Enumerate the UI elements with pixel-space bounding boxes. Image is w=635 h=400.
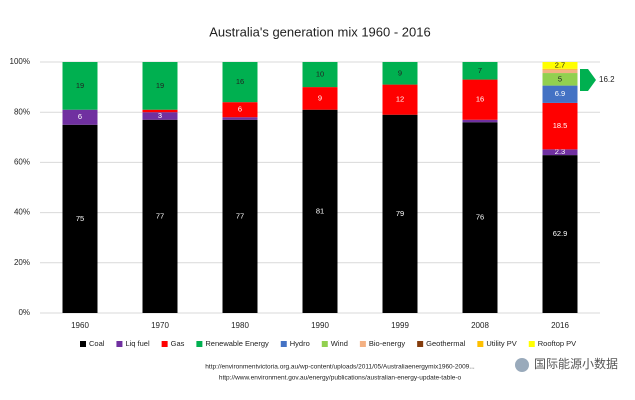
data-label: 6.9 — [555, 89, 565, 98]
legend-label: Bio-energy — [369, 339, 406, 348]
bar-segment — [142, 109, 178, 113]
annotation-arrow — [580, 69, 596, 91]
bar-segment — [302, 109, 338, 313]
bar-segment — [542, 62, 578, 69]
legend-swatch — [321, 341, 328, 347]
data-label: 76 — [476, 213, 484, 222]
legend-label: Liq fuel — [125, 339, 150, 348]
source: http://environmentvictoria.org.au/wp-con… — [205, 364, 475, 371]
data-label: 81 — [316, 206, 324, 215]
data-label: 62.9 — [553, 229, 568, 238]
legend-label: Rooftop PV — [538, 339, 576, 348]
y-tick-label: 100% — [10, 57, 30, 66]
bar-segment — [462, 79, 498, 120]
bar-segment — [222, 102, 258, 118]
data-label: 19 — [76, 81, 84, 90]
bar-segment — [222, 119, 258, 313]
data-label: 77 — [156, 211, 164, 220]
bar-segment — [542, 73, 578, 86]
watermark-icon — [515, 358, 529, 372]
data-label: 79 — [396, 209, 404, 218]
chart-title: Australia's generation mix 1960 - 2016 — [209, 24, 430, 39]
bar-segment — [462, 62, 498, 80]
y-tick-label: 20% — [14, 258, 30, 267]
source: http://www.environment.gov.au/energy/pub… — [219, 375, 462, 382]
x-tick-label: 1990 — [311, 321, 329, 330]
data-label: 9 — [318, 93, 322, 102]
bar-segment — [542, 149, 578, 156]
legend-label: Geothermal — [426, 339, 466, 348]
y-tick-label: 40% — [14, 208, 30, 217]
legend-label: Wind — [331, 339, 348, 348]
data-label: 6 — [78, 112, 82, 121]
bar-segment — [62, 109, 98, 125]
legend-label: Hydro — [290, 339, 310, 348]
bar-segment — [142, 112, 178, 120]
bar-segment — [142, 62, 178, 110]
bar-segment — [62, 62, 98, 110]
legend-swatch — [280, 341, 287, 347]
legend-label: Renewable Energy — [205, 339, 269, 348]
bar-segment — [222, 62, 258, 103]
legend-swatch — [417, 341, 424, 347]
legend-label: Gas — [171, 339, 185, 348]
x-tick-label: 1970 — [151, 321, 169, 330]
legend-swatch — [528, 341, 535, 347]
data-label: 18.5 — [553, 121, 568, 130]
x-tick-label: 1980 — [231, 321, 249, 330]
data-label: 10 — [316, 70, 324, 79]
bar-segment — [542, 69, 578, 74]
data-label: 19 — [156, 81, 164, 90]
legend-swatch — [161, 341, 168, 347]
data-label: 16 — [236, 77, 244, 86]
data-label: 16 — [476, 95, 484, 104]
legend-label: Utility PV — [486, 339, 516, 348]
data-label: 6 — [238, 105, 242, 114]
legend-swatch — [196, 341, 203, 347]
legend-swatch — [80, 341, 86, 347]
bar-segment — [462, 119, 498, 123]
x-tick-label: 2008 — [471, 321, 489, 330]
data-label: 12 — [396, 95, 404, 104]
y-tick-label: 80% — [14, 107, 30, 116]
legend-swatch — [359, 341, 366, 347]
bar-segment — [382, 114, 418, 314]
bar-segment — [382, 62, 418, 85]
data-label: 77 — [236, 211, 244, 220]
bar-segment — [62, 124, 98, 313]
y-tick-label: 60% — [14, 158, 30, 167]
data-label: 75 — [76, 214, 84, 223]
x-tick-label: 1999 — [391, 321, 409, 330]
bar-segment — [542, 85, 578, 103]
bar-segment — [542, 102, 578, 150]
annotation: 16.2 — [599, 75, 615, 84]
data-label: 5 — [558, 74, 562, 83]
bar-segment — [462, 122, 498, 314]
legend-label: Coal — [89, 339, 105, 348]
x-tick-label: 1960 — [71, 321, 89, 330]
x-tick-label: 2016 — [551, 321, 569, 330]
bar-segment — [142, 119, 178, 313]
y-tick-label: 0% — [18, 308, 30, 317]
bar-segment — [542, 155, 578, 313]
bar-segment — [302, 87, 338, 110]
watermark: 国际能源小数据 — [534, 356, 618, 371]
legend-swatch — [477, 341, 484, 347]
data-label: 3 — [158, 111, 162, 120]
bar-segment — [302, 62, 338, 88]
bar-segment — [542, 68, 578, 70]
data-label: 7 — [478, 66, 482, 75]
bar-segment — [382, 84, 418, 115]
data-label: 2.7 — [555, 60, 565, 69]
data-label: 9 — [398, 68, 402, 77]
bar-segment — [222, 117, 258, 120]
data-label: 2.3 — [555, 147, 565, 156]
legend-swatch — [116, 341, 123, 347]
